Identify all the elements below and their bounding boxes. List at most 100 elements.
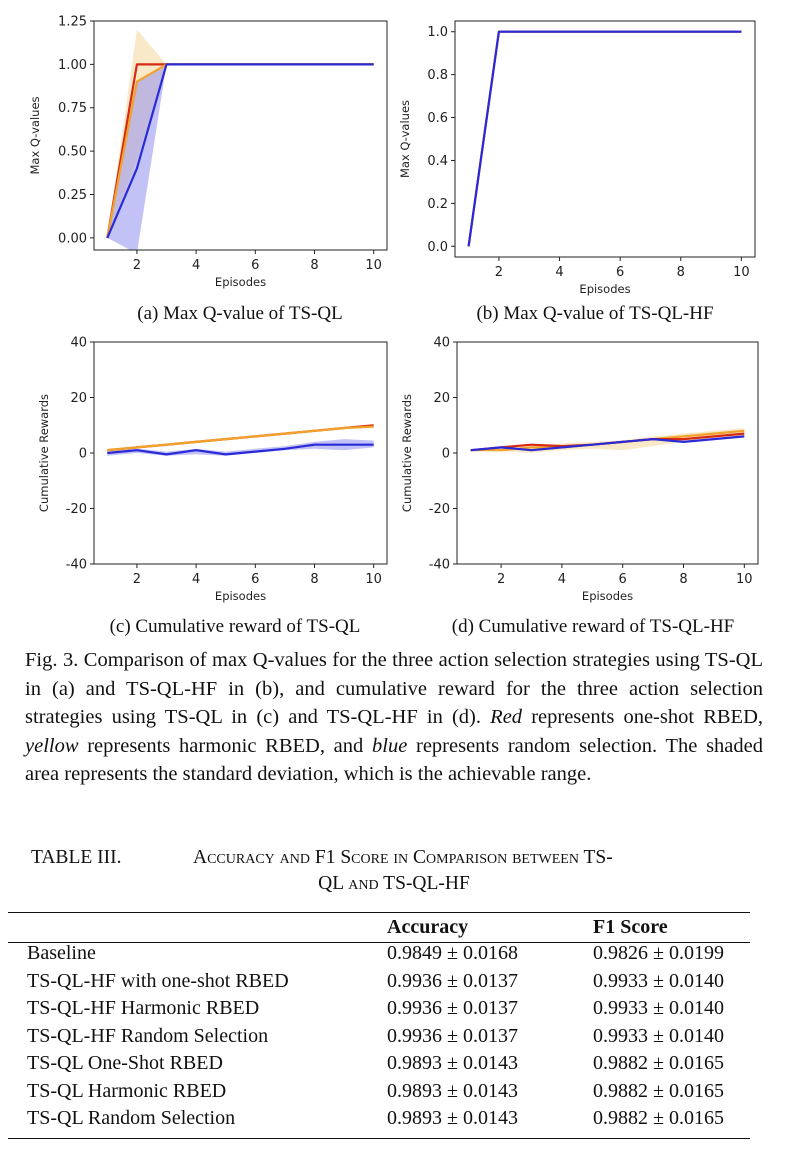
x-tick-label: 6 bbox=[251, 258, 259, 273]
series-line-blue bbox=[467, 30, 742, 247]
y-tick-label: -20 bbox=[429, 502, 450, 517]
table-row: TS-QL Harmonic RBED 0.9893 ± 0.0143 0.9882… bbox=[8, 1078, 750, 1106]
row-f1: 0.9933 ± 0.0140 bbox=[593, 997, 724, 1020]
row-f1: 0.9882 ± 0.0165 bbox=[593, 1107, 724, 1130]
series-line-orange bbox=[107, 425, 374, 452]
plot-area-b bbox=[467, 30, 742, 247]
caption-text-2: represents one-shot RBED, bbox=[522, 706, 764, 728]
row-method: TS-QL-HF with one-shot RBED bbox=[27, 969, 289, 992]
chart-a: 2 4 6 8 10 0.00 0.25 0.50 0.75 1.00 1.25 Episodes Ma… bbox=[28, 15, 388, 289]
y-tick-label: 0.8 bbox=[427, 68, 448, 83]
x-tick-label: 10 bbox=[736, 572, 753, 587]
caption-text-1: Fig. 3. Comparison of max Q-values for t… bbox=[25, 649, 763, 728]
caption-yellow: yellow bbox=[25, 734, 79, 757]
chart-c: 2 4 6 8 10 -40 -20 0 20 40 Episodes Cumulative Rewa… bbox=[37, 336, 388, 603]
table-header-f1: F1 Score bbox=[593, 915, 668, 938]
table-row: TS-QL-HF Harmonic RBED 0.9936 ± 0.0137 0.9… bbox=[8, 995, 750, 1023]
x-tick-label: 8 bbox=[679, 572, 687, 587]
x-tick-label: 8 bbox=[310, 258, 318, 273]
x-tick-label: 10 bbox=[365, 572, 382, 587]
y-tick-label: -40 bbox=[66, 558, 87, 573]
plot-frame bbox=[93, 20, 388, 251]
chart-b: 2 4 6 8 10 0.0 0.2 0.4 0.6 0.8 1.0 Episodes Max Q-va… bbox=[398, 20, 756, 296]
y-axis-label: Max Q-values bbox=[28, 96, 42, 174]
x-tick-label: 10 bbox=[365, 258, 382, 273]
table-header-accuracy: Accuracy bbox=[387, 915, 469, 938]
subcaption-d: (d) Cumulative reward of TS-QL-HF bbox=[451, 616, 735, 637]
caption-text-3: represents harmonic RBED, and bbox=[78, 734, 372, 757]
y-tick-label: 0.75 bbox=[58, 101, 87, 116]
row-accuracy: 0.9893 ± 0.0143 bbox=[387, 1052, 518, 1075]
figure-charts: 2 4 6 8 100.000.250.500.751.001.25EpisodesMa… bbox=[28, 15, 759, 603]
series-line-blue bbox=[106, 63, 374, 239]
y-tick-label: 0.50 bbox=[58, 145, 87, 160]
x-tick-label: 4 bbox=[192, 572, 200, 587]
std-band-blue_band bbox=[107, 439, 374, 456]
y-tick-label: -20 bbox=[66, 502, 87, 517]
y-tick-label: 0.4 bbox=[427, 154, 448, 169]
plot-area-d bbox=[470, 428, 745, 453]
row-method: Baseline bbox=[27, 942, 96, 965]
table-bottom-rule bbox=[8, 1138, 750, 1139]
plot-area-c bbox=[107, 423, 374, 456]
table-row: TS-QL One-Shot RBED 0.9893 ± 0.0143 0.9882… bbox=[8, 1050, 750, 1078]
x-tick-label: 4 bbox=[192, 258, 200, 273]
y-tick-label: 0 bbox=[79, 447, 87, 462]
table-title-line1: Accuracy and F1 Score in Comparison betw… bbox=[193, 847, 613, 868]
table-title-line2: QL and TS-QL-HF bbox=[318, 873, 470, 894]
x-axis-label: Episodes bbox=[215, 275, 266, 289]
row-accuracy: 0.9849 ± 0.0168 bbox=[387, 942, 518, 965]
row-accuracy: 0.9936 ± 0.0137 bbox=[387, 969, 518, 992]
table-number: TABLE III. bbox=[31, 847, 122, 868]
x-tick-label: 2 bbox=[133, 572, 141, 587]
x-axis-label: Episodes bbox=[215, 589, 266, 603]
subcaption-b: (b) Max Q-value of TS-QL-HF bbox=[476, 303, 714, 324]
y-tick-label: 1.0 bbox=[427, 25, 448, 40]
x-tick-label: 8 bbox=[677, 265, 685, 280]
row-accuracy: 0.9936 ± 0.0137 bbox=[387, 997, 518, 1020]
x-tick-label: 4 bbox=[558, 572, 566, 587]
y-tick-label: 0.0 bbox=[427, 240, 448, 255]
y-tick-label: 40 bbox=[433, 336, 450, 351]
table-row: Baseline 0.9849 ± 0.0168 0.9826 ± 0.0199 bbox=[8, 940, 750, 968]
y-axis-label: Cumulative Rewards bbox=[37, 394, 51, 512]
table-header-row: Accuracy F1 Score bbox=[8, 912, 750, 940]
chart-d: 2 4 6 8 10 -40 -20 0 20 40 Episodes Cumulative Rewa… bbox=[400, 336, 759, 603]
x-tick-label: 8 bbox=[310, 572, 318, 587]
table-row: TS-QL Random Selection 0.9893 ± 0.0143 0.9… bbox=[8, 1105, 750, 1133]
plot-frame bbox=[454, 20, 756, 258]
row-accuracy: 0.9893 ± 0.0143 bbox=[387, 1107, 518, 1130]
y-tick-label: 0.2 bbox=[427, 197, 448, 212]
y-axis-label: Max Q-values bbox=[398, 100, 412, 178]
row-f1: 0.9933 ± 0.0140 bbox=[593, 969, 724, 992]
caption-blue: blue bbox=[372, 734, 408, 757]
y-tick-label: 20 bbox=[70, 391, 87, 406]
plot-frame bbox=[456, 341, 759, 565]
row-method: TS-QL Random Selection bbox=[27, 1107, 236, 1130]
x-tick-label: 6 bbox=[616, 265, 624, 280]
x-tick-label: 6 bbox=[619, 572, 627, 587]
table-top-rule bbox=[8, 912, 750, 913]
subcaption-a: (a) Max Q-value of TS-QL bbox=[137, 303, 343, 324]
x-tick-label: 2 bbox=[495, 265, 503, 280]
table-row: TS-QL-HF with one-shot RBED 0.9936 ± 0.01… bbox=[8, 968, 750, 996]
x-tick-label: 4 bbox=[555, 265, 563, 280]
row-accuracy: 0.9893 ± 0.0143 bbox=[387, 1079, 518, 1102]
y-tick-label: -40 bbox=[429, 558, 450, 573]
caption-text-4: represents random selection. The shaded … bbox=[25, 734, 763, 786]
table-header-rule bbox=[8, 942, 750, 943]
y-axis-label: Cumulative Rewards bbox=[400, 394, 414, 512]
x-tick-label: 6 bbox=[251, 572, 259, 587]
x-axis-label: Episodes bbox=[579, 282, 630, 296]
row-method: TS-QL Harmonic RBED bbox=[27, 1079, 227, 1102]
y-tick-label: 20 bbox=[433, 391, 450, 406]
series-line-blue bbox=[107, 443, 374, 456]
x-tick-label: 2 bbox=[497, 572, 505, 587]
y-tick-label: 0.25 bbox=[58, 188, 87, 203]
series-line-blue bbox=[470, 435, 745, 452]
plot-area-a bbox=[106, 29, 374, 250]
subcaption-c: (c) Cumulative reward of TS-QL bbox=[109, 616, 361, 637]
table-row: TS-QL-HF Random Selection 0.9936 ± 0.0137… bbox=[8, 1023, 750, 1051]
y-tick-label: 0.6 bbox=[427, 111, 448, 126]
row-f1: 0.9882 ± 0.0165 bbox=[593, 1052, 724, 1075]
